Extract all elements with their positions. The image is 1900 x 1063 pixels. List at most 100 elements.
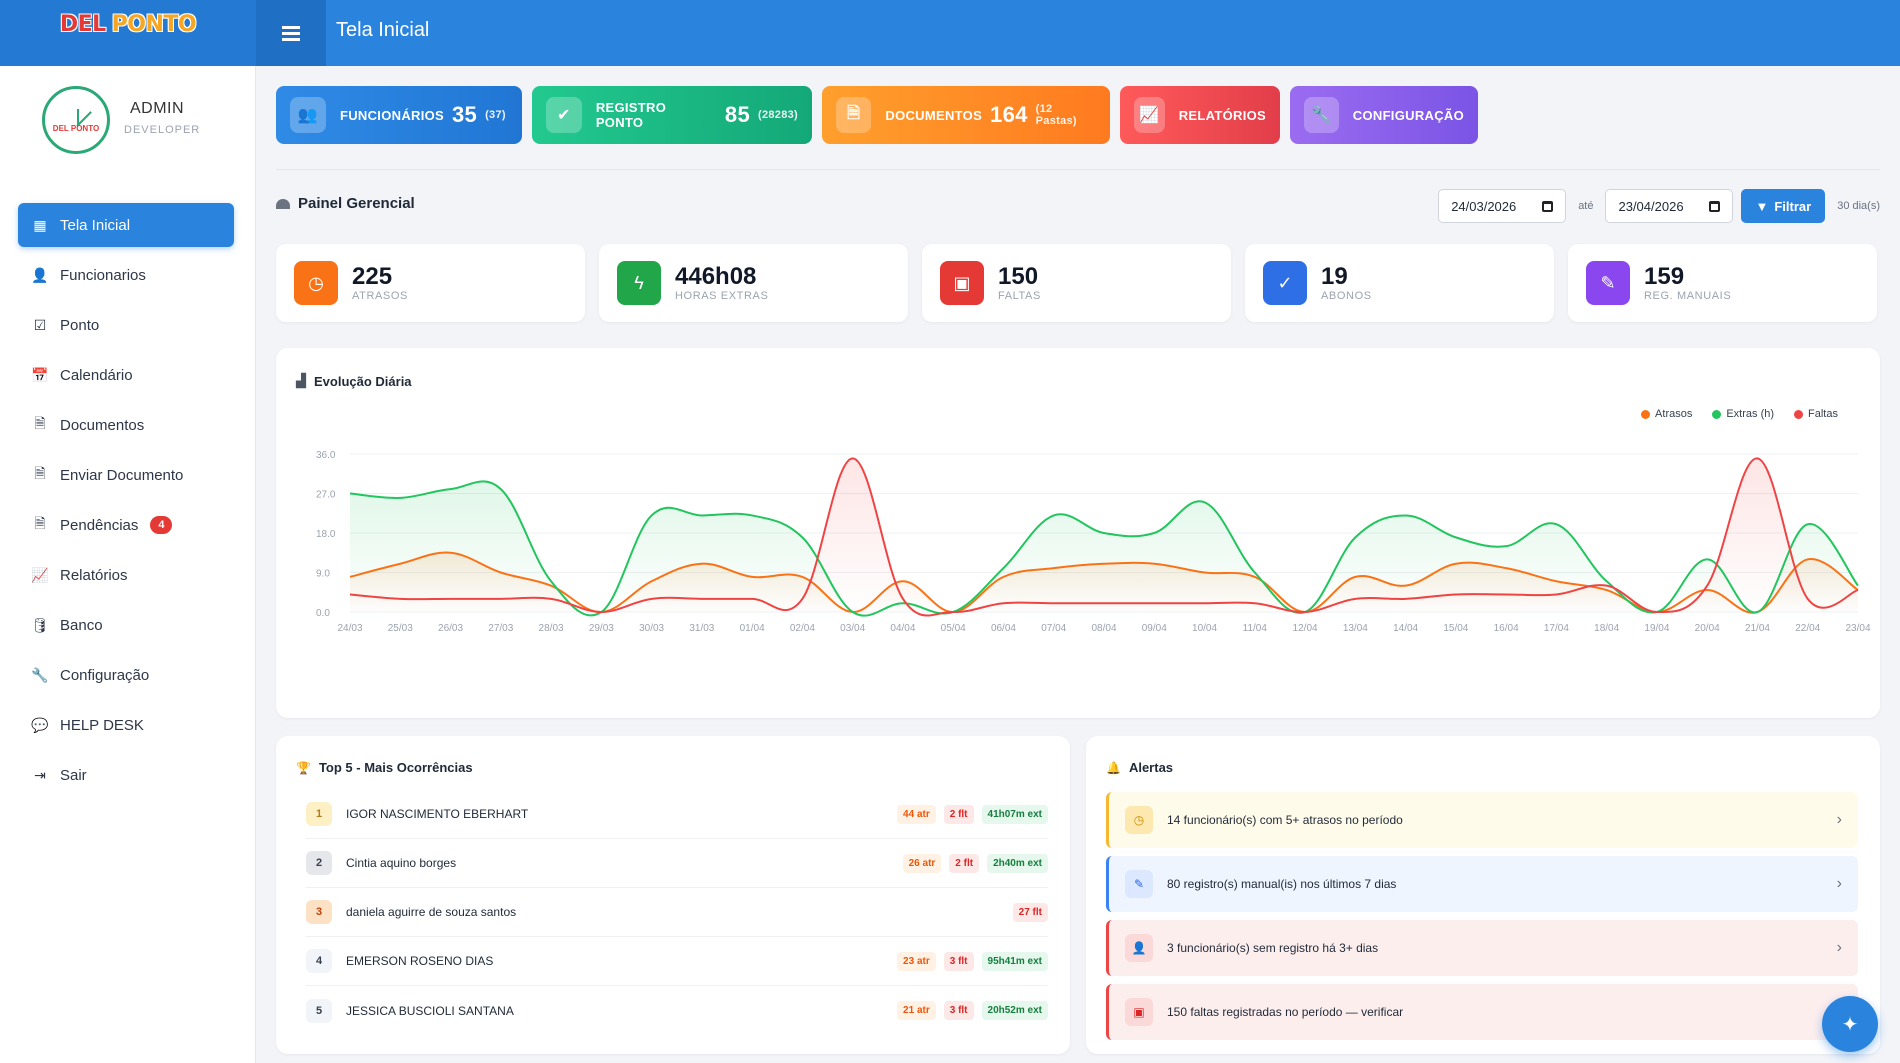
delays-tag: 23 atr xyxy=(897,951,936,971)
sidebar-item-label: Pendências xyxy=(60,516,139,534)
filter-button[interactable]: ▼ Filtrar xyxy=(1741,189,1826,223)
top-bar: DEL PONTO Tela Inicial xyxy=(0,0,1900,66)
date-to-input[interactable]: 23/04/2026 xyxy=(1605,189,1734,223)
chart-line-icon: 📈 xyxy=(31,566,49,583)
sidebar-item-calendario[interactable]: 📅 Calendário xyxy=(18,353,234,397)
kpi-value: 446h08 xyxy=(675,263,757,291)
sidebar-item-banco[interactable]: 🛢 Banco xyxy=(18,603,234,647)
calendar-icon[interactable] xyxy=(1709,200,1721,212)
series-line-faltas xyxy=(349,457,1859,617)
table-row[interactable]: 4 EMERSON ROSENO DIAS 23 atr 3 flt 95h41m ex… xyxy=(306,937,1048,986)
quick-card-registro-ponto[interactable]: ✔ REGISTRO PONTO 85 (28283) xyxy=(532,86,812,144)
chevron-right-icon[interactable]: › xyxy=(1836,811,1842,828)
x-tick-label: 17/04 xyxy=(1544,623,1569,634)
date-filter: 24/03/2026 até 23/04/2026 ▼ Filtrar 30 d… xyxy=(1438,189,1880,223)
table-row[interactable]: 2 Cintia aquino borges 26 atr 2 flt 2h40m ex… xyxy=(306,839,1048,888)
calendar-x-icon: ▣ xyxy=(1125,998,1153,1026)
legend-item[interactable]: Extras (h) xyxy=(1712,408,1774,420)
legend-item[interactable]: Atrasos xyxy=(1641,408,1692,420)
kpi-cards: ◷ 225 ATRASOS ϟ 446h08 HORAS EXTRAS ▣ 150 FALTAS… xyxy=(276,244,1877,322)
x-tick-label: 06/04 xyxy=(991,623,1016,634)
x-tick-label: 09/04 xyxy=(1142,623,1167,634)
document-upload-icon: 🗎 xyxy=(34,465,46,481)
alert-text: 14 funcionário(s) com 5+ atrasos no perí… xyxy=(1167,813,1403,827)
date-from-value: 24/03/2026 xyxy=(1451,198,1517,214)
legend-item[interactable]: Faltas xyxy=(1794,408,1838,420)
sidebar-item-label: Tela Inicial xyxy=(60,216,131,234)
hamburger-icon xyxy=(282,25,300,41)
sidebar-item-sair[interactable]: ⇥ Sair xyxy=(18,753,234,797)
sidebar-item-configuracao[interactable]: 🔧 Configuração xyxy=(18,653,234,697)
sidebar-item-ponto[interactable]: ☑ Ponto xyxy=(18,303,234,347)
chevron-right-icon[interactable]: › xyxy=(1836,939,1842,956)
quick-card-count: 85 xyxy=(724,102,750,127)
quick-card-relatorios[interactable]: 📈 RELATÓRIOS xyxy=(1120,86,1280,144)
absences-tag: 3 flt xyxy=(943,951,974,971)
users-icon: 👥 xyxy=(290,97,326,133)
overtime-tag: 41h07m ext xyxy=(981,804,1048,824)
area-chart-icon: ▟ xyxy=(296,373,306,388)
x-tick-label: 04/04 xyxy=(890,623,915,634)
alert-item[interactable]: 👤 3 funcionário(s) sem registro há 3+ dia… xyxy=(1106,920,1858,976)
x-tick-label: 24/03 xyxy=(337,623,362,634)
quick-card-configuracao[interactable]: 🔧 CONFIGURAÇÃO xyxy=(1290,86,1478,144)
alerts-title-text: Alertas xyxy=(1128,760,1174,775)
kpi-label: FALTAS xyxy=(998,289,1041,302)
calendar-icon[interactable] xyxy=(1542,200,1554,212)
alerts-list: ◷ 14 funcionário(s) com 5+ atrasos no per… xyxy=(1106,792,1858,1048)
kpi-label: HORAS EXTRAS xyxy=(675,289,769,302)
alert-item[interactable]: ◷ 14 funcionário(s) com 5+ atrasos no per… xyxy=(1106,792,1858,848)
sidebar-item-label: HELP DESK xyxy=(60,716,144,734)
sidebar-item-tela-inicial[interactable]: ▦ Tela Inicial xyxy=(18,203,234,247)
alerts-card: 🔔 Alertas ◷ 14 funcionário(s) com 5+ atra… xyxy=(1086,736,1880,1054)
table-row[interactable]: 5 JESSICA BUSCIOLI SANTANA 21 atr 3 flt 20h5… xyxy=(306,986,1048,1035)
menu-toggle-button[interactable] xyxy=(256,0,326,66)
chart-card: ▟ Evolução Diária Atrasos Extras (h) Falta… xyxy=(276,348,1880,718)
y-tick-label: 36.0 xyxy=(316,450,336,461)
sidebar-item-pendencias[interactable]: 🗎 Pendências 4 xyxy=(18,503,234,547)
absences-tag: 27 flt xyxy=(1012,902,1048,922)
sidebar-item-help-desk[interactable]: 💬 HELP DESK xyxy=(18,703,234,747)
top5-card: 🏆 Top 5 - Mais Ocorrências 1 IGOR NASCIME… xyxy=(276,736,1070,1054)
x-tick-label: 11/04 xyxy=(1243,623,1268,634)
quick-card-sub: (12 Pastas) xyxy=(1035,103,1077,127)
table-row[interactable]: 1 IGOR NASCIMENTO EBERHART 44 atr 2 flt 41h0… xyxy=(306,790,1048,839)
sidebar-item-documentos[interactable]: 🗎 Documentos xyxy=(18,403,234,447)
delays-tag: 44 atr xyxy=(897,804,936,824)
brand-logo[interactable]: DEL PONTO xyxy=(0,0,256,66)
alert-item[interactable]: ▣ 150 faltas registradas no período — ver… xyxy=(1106,984,1858,1040)
assistant-fab-button[interactable]: ✦ xyxy=(1822,996,1878,1052)
y-tick-label: 9.0 xyxy=(316,569,330,580)
x-tick-label: 19/04 xyxy=(1644,623,1669,634)
employee-name: IGOR NASCIMENTO EBERHART xyxy=(346,807,529,821)
user-x-icon: 👤 xyxy=(1125,934,1153,962)
x-tick-label: 28/03 xyxy=(539,623,564,634)
calendar-x-icon: ▣ xyxy=(940,261,984,305)
sidebar-item-funcionarios[interactable]: 👤 Funcionarios xyxy=(18,253,234,297)
x-tick-label: 29/03 xyxy=(589,623,614,634)
chevron-right-icon[interactable]: › xyxy=(1836,875,1842,892)
legend-swatch xyxy=(1794,409,1804,419)
quick-card-funcionarios[interactable]: 👥 FUNCIONÁRIOS 35 (37) xyxy=(276,86,522,144)
rank-badge: 2 xyxy=(306,851,332,875)
chat-icon: 💬 xyxy=(31,716,49,733)
quick-card-documentos[interactable]: 🗎 DOCUMENTOS 164 (12 Pastas) xyxy=(822,86,1110,144)
alert-text: 80 registro(s) manual(is) nos últimos 7 … xyxy=(1167,877,1397,891)
date-from-input[interactable]: 24/03/2026 xyxy=(1438,189,1567,223)
y-tick-label: 0.0 xyxy=(316,608,330,619)
rank-badge: 1 xyxy=(306,802,332,826)
avatar-logo-text: DEL PONTO xyxy=(52,123,100,133)
alert-item[interactable]: ✎ 80 registro(s) manual(is) nos últimos 7… xyxy=(1106,856,1858,912)
sidebar-item-relatorios[interactable]: 📈 Relatórios xyxy=(18,553,234,597)
filter-button-label: Filtrar xyxy=(1774,198,1812,214)
quick-card-label: RELATÓRIOS xyxy=(1178,107,1266,123)
overtime-tag: 20h52m ext xyxy=(981,1001,1048,1020)
rank-badge: 4 xyxy=(306,949,332,973)
x-tick-label: 07/04 xyxy=(1041,623,1066,634)
table-row[interactable]: 3 daniela aguirre de souza santos 27 flt xyxy=(306,888,1048,937)
sidebar-item-enviar-documento[interactable]: 🗎 Enviar Documento xyxy=(18,453,234,497)
quick-card-label: DOCUMENTOS xyxy=(885,107,983,123)
date-to-value: 23/04/2026 xyxy=(1618,198,1684,214)
x-tick-label: 01/04 xyxy=(740,623,765,634)
x-tick-label: 10/04 xyxy=(1192,623,1217,634)
